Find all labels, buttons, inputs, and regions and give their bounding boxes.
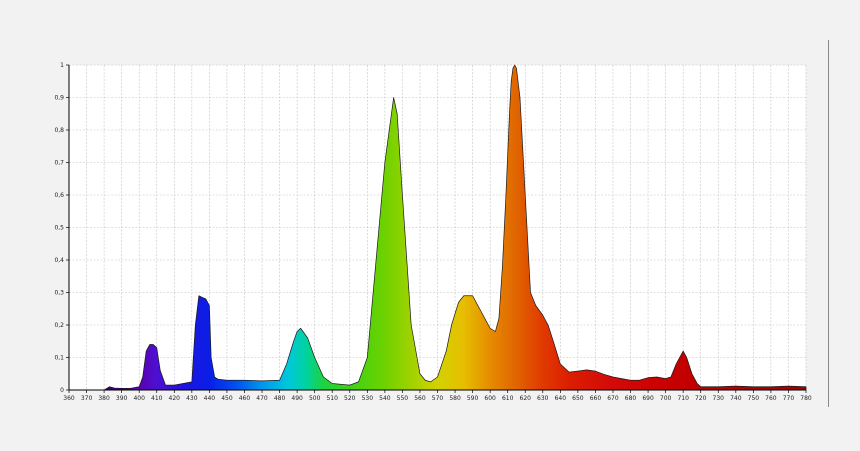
x-tick-label: 720 [695,395,707,402]
x-tick-label: 380 [98,395,110,402]
y-tick-label: 0,9 [54,95,64,102]
x-tick-label: 770 [783,395,795,402]
x-tick-label: 610 [502,395,514,402]
x-tick-label: 560 [414,395,426,402]
x-tick-label: 390 [116,395,128,402]
spectrum-area [68,64,807,391]
x-tick-label: 590 [467,395,479,402]
x-tick-label: 640 [555,395,567,402]
y-axis-ticks: 0 0,1 0,2 0,3 0,4 0,5 0,6 0,7 0,8 0,9 1 [54,62,69,394]
x-tick-label: 710 [677,395,689,402]
y-tick-label: 0,6 [54,192,64,199]
x-tick-label: 660 [590,395,602,402]
x-tick-label: 600 [484,395,496,402]
y-tick-label: 0,4 [54,257,64,264]
spectrum-layer [68,64,807,391]
x-tick-label: 360 [63,395,75,402]
y-tick-label: 0,1 [54,355,64,362]
x-tick-label: 470 [256,395,268,402]
x-tick-label: 400 [133,395,145,402]
x-tick-label: 520 [344,395,356,402]
x-tick-label: 410 [151,395,163,402]
x-tick-label: 550 [397,395,409,402]
y-tick-label: 0,3 [54,290,64,297]
x-axis-ticks: 360 370 380 390 400 410 420 430 440 450 460 470 480 4… [63,390,812,402]
x-tick-label: 420 [169,395,181,402]
x-tick-label: 750 [748,395,760,402]
x-tick-label: 370 [81,395,93,402]
x-tick-label: 460 [239,395,251,402]
y-tick-label: 1 [60,62,64,69]
x-tick-label: 450 [221,395,233,402]
x-tick-label: 680 [625,395,637,402]
x-tick-label: 580 [449,395,461,402]
y-tick-label: 0,2 [54,322,64,329]
x-tick-label: 760 [765,395,777,402]
y-tick-label: 0,8 [54,127,64,134]
x-tick-label: 690 [642,395,654,402]
x-tick-label: 480 [274,395,286,402]
x-tick-label: 650 [572,395,584,402]
x-tick-label: 570 [432,395,444,402]
y-tick-label: 0,7 [54,160,64,167]
x-tick-label: 620 [520,395,532,402]
y-tick-label: 0,5 [54,225,64,232]
x-tick-label: 440 [204,395,216,402]
x-tick-label: 730 [713,395,725,402]
x-tick-label: 740 [730,395,742,402]
x-tick-label: 530 [362,395,374,402]
x-tick-label: 510 [326,395,338,402]
x-tick-label: 780 [800,395,812,402]
x-tick-label: 540 [379,395,391,402]
panel-divider [828,40,829,407]
x-tick-label: 430 [186,395,198,402]
x-tick-label: 500 [309,395,321,402]
x-tick-label: 490 [291,395,303,402]
x-tick-label: 670 [607,395,619,402]
x-tick-label: 630 [537,395,549,402]
x-tick-label: 700 [660,395,672,402]
y-tick-label: 0 [60,387,64,394]
